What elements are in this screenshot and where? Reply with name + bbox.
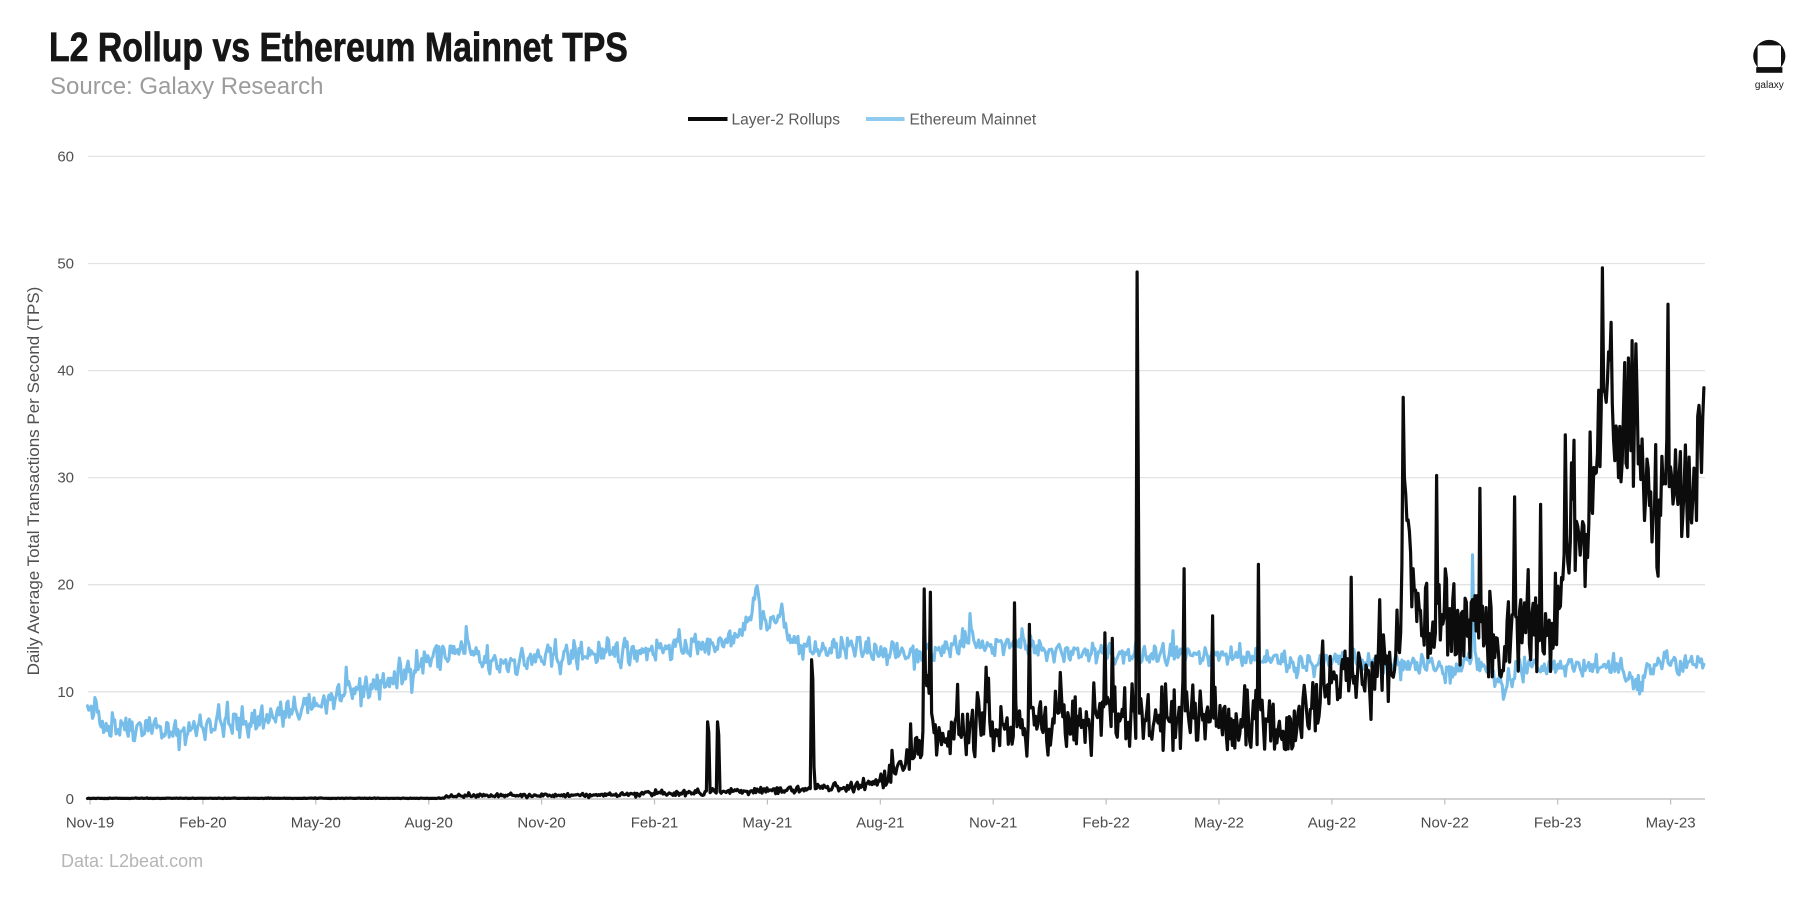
- svg-text:60: 60: [57, 148, 74, 165]
- svg-text:Nov-19: Nov-19: [66, 815, 114, 832]
- svg-text:Feb-22: Feb-22: [1082, 815, 1130, 832]
- svg-text:May-21: May-21: [742, 815, 792, 832]
- svg-text:Nov-20: Nov-20: [517, 815, 565, 832]
- svg-text:May-22: May-22: [1194, 815, 1244, 832]
- svg-text:Aug-21: Aug-21: [856, 815, 904, 832]
- svg-text:40: 40: [57, 363, 74, 380]
- svg-text:Layer-2 Rollups: Layer-2 Rollups: [732, 112, 841, 129]
- svg-text:Nov-21: Nov-21: [969, 815, 1017, 832]
- svg-text:galaxy: galaxy: [1755, 80, 1784, 91]
- svg-text:10: 10: [57, 684, 74, 701]
- svg-text:Feb-23: Feb-23: [1534, 815, 1582, 832]
- svg-text:Aug-20: Aug-20: [405, 815, 453, 832]
- svg-text:Aug-22: Aug-22: [1308, 815, 1356, 832]
- svg-text:Feb-20: Feb-20: [179, 815, 227, 832]
- svg-text:20: 20: [57, 577, 74, 594]
- svg-text:Daily Average Total Transactio: Daily Average Total Transactions Per Sec…: [24, 287, 43, 676]
- svg-text:30: 30: [57, 470, 74, 487]
- svg-text:Feb-21: Feb-21: [631, 815, 679, 832]
- svg-text:May-20: May-20: [291, 815, 341, 832]
- svg-text:50: 50: [57, 256, 74, 273]
- svg-text:0: 0: [66, 791, 74, 808]
- svg-text:May-23: May-23: [1646, 815, 1696, 832]
- svg-text:Nov-22: Nov-22: [1421, 815, 1469, 832]
- svg-text:Ethereum Mainnet: Ethereum Mainnet: [910, 112, 1037, 129]
